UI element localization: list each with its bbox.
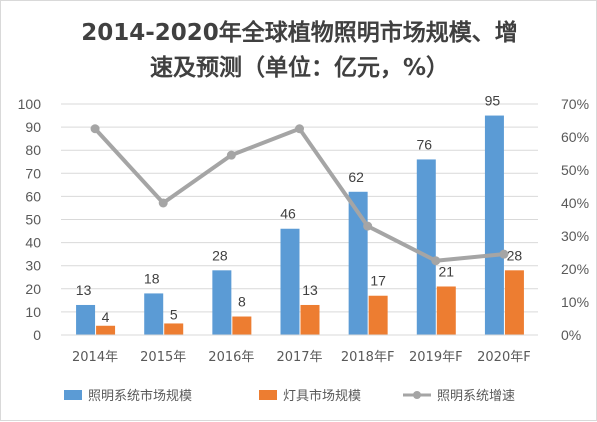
y-left-tick-label: 20 (25, 281, 41, 297)
data-label: 5 (170, 306, 178, 322)
y-left-tick-label: 10 (25, 304, 41, 320)
y-right-tick-label: 70% (561, 96, 589, 112)
growth-rate-point-4 (363, 221, 373, 231)
data-label: 28 (212, 247, 228, 263)
data-label: 17 (370, 273, 386, 289)
y-right-tick-label: 60% (561, 129, 589, 145)
bar-lighting-system-6 (484, 115, 504, 335)
growth-rate-point-1 (158, 198, 168, 208)
x-category-label: 2018年F (341, 350, 395, 365)
legend-label: 照明系统增速 (437, 389, 515, 404)
x-category-label: 2015年 (140, 350, 186, 365)
y-left-tick-label: 70 (25, 165, 41, 181)
y-left-tick-label: 0 (33, 327, 41, 343)
bar-lamp-3 (300, 304, 320, 335)
chart-title-line-1: 2014-2020年全球植物照明市场规模、增 (81, 20, 518, 46)
bar-lighting-system-2 (212, 270, 232, 335)
growth-rate-point-5 (431, 256, 441, 266)
bar-lamp-5 (436, 286, 456, 335)
data-label: 46 (280, 206, 296, 222)
x-category-label: 2014年 (72, 350, 118, 365)
data-label: 76 (416, 136, 432, 152)
y-right-tick-label: 20% (561, 261, 589, 277)
growth-rate-point-3 (295, 124, 304, 134)
bar-lighting-system-1 (144, 293, 164, 335)
y-left-tick-label: 80 (25, 142, 41, 158)
bar-lighting-system-0 (76, 304, 96, 335)
data-label: 95 (485, 93, 501, 109)
x-category-label: 2019年F (409, 350, 463, 365)
y-left-tick-label: 30 (25, 258, 41, 274)
growth-rate-point-6 (499, 249, 509, 259)
legend-swatch (259, 390, 277, 400)
data-label: 28 (507, 247, 523, 263)
y-right-tick-label: 10% (561, 294, 589, 310)
bar-lighting-system-3 (280, 228, 300, 335)
x-category-label: 2017年 (276, 350, 322, 365)
growth-rate-point-2 (226, 150, 236, 160)
bar-lamp-6 (504, 270, 524, 335)
data-label: 4 (102, 309, 110, 325)
y-right-tick-label: 0% (561, 327, 581, 343)
x-category-label: 2016年 (208, 350, 254, 365)
y-right-tick-label: 40% (561, 195, 589, 211)
data-label: 21 (438, 263, 454, 279)
x-category-label: 2020年F (477, 350, 531, 365)
y-left-tick-label: 100 (18, 96, 42, 112)
data-label: 13 (302, 282, 318, 298)
bar-lamp-0 (96, 325, 116, 335)
legend-label: 灯具市场规模 (283, 388, 361, 404)
bar-lighting-system-5 (416, 159, 436, 335)
data-label: 13 (76, 282, 92, 298)
legend-marker (413, 391, 421, 399)
legend-label: 照明系统市场规模 (88, 388, 192, 404)
data-label: 18 (144, 270, 160, 286)
y-left-tick-label: 40 (25, 235, 41, 251)
bar-lamp-1 (164, 323, 184, 335)
y-left-tick-label: 60 (25, 188, 41, 204)
y-right-tick-label: 30% (561, 228, 589, 244)
chart-title-line-2: 速及预测（单位：亿元，%） (149, 55, 450, 81)
bar-lighting-system-4 (348, 191, 368, 335)
legend-swatch (64, 390, 82, 400)
growth-rate-point-0 (90, 124, 100, 134)
y-left-tick-label: 50 (25, 212, 41, 228)
data-label: 8 (238, 294, 246, 310)
y-left-tick-label: 90 (25, 119, 41, 135)
data-label: 62 (348, 169, 364, 185)
bar-lamp-4 (368, 295, 388, 335)
bar-lamp-2 (232, 316, 252, 335)
y-right-tick-label: 50% (561, 162, 589, 178)
